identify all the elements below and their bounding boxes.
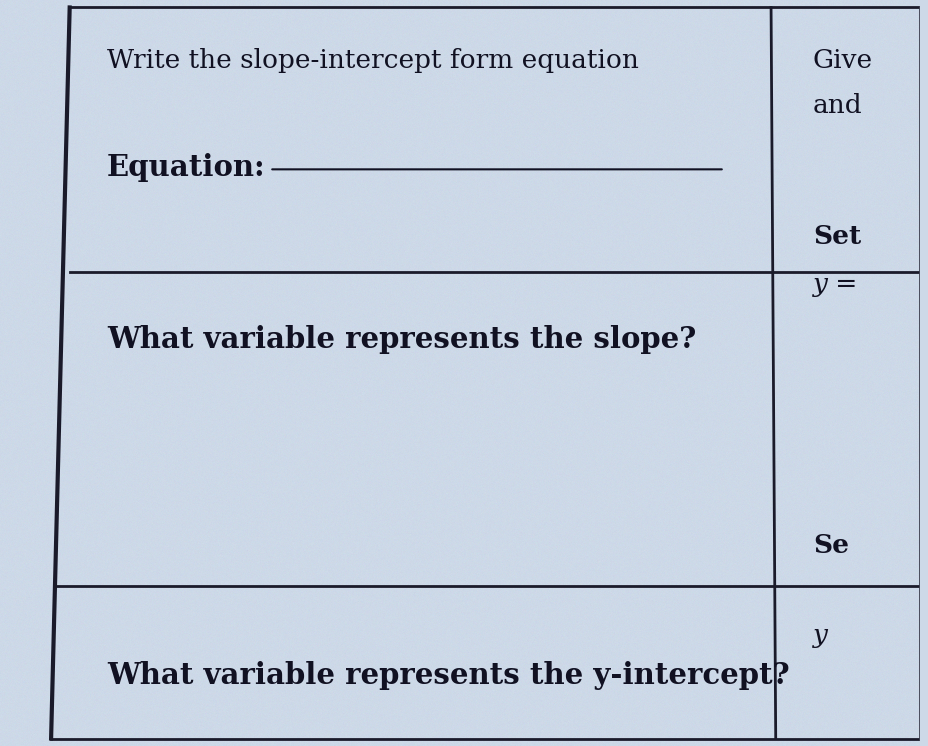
Text: and: and xyxy=(812,93,861,119)
Text: y: y xyxy=(812,623,827,648)
Text: Se: Se xyxy=(812,533,848,559)
Text: What variable represents the slope?: What variable represents the slope? xyxy=(107,325,695,354)
Text: Give: Give xyxy=(812,48,872,74)
Text: Write the slope-intercept form equation: Write the slope-intercept form equation xyxy=(107,48,638,74)
Text: Equation:: Equation: xyxy=(107,153,265,182)
Text: y =: y = xyxy=(812,272,857,298)
Text: Set: Set xyxy=(812,224,860,249)
Text: What variable represents the y-intercept?: What variable represents the y-intercept… xyxy=(107,661,789,689)
Bar xyxy=(919,0,928,746)
